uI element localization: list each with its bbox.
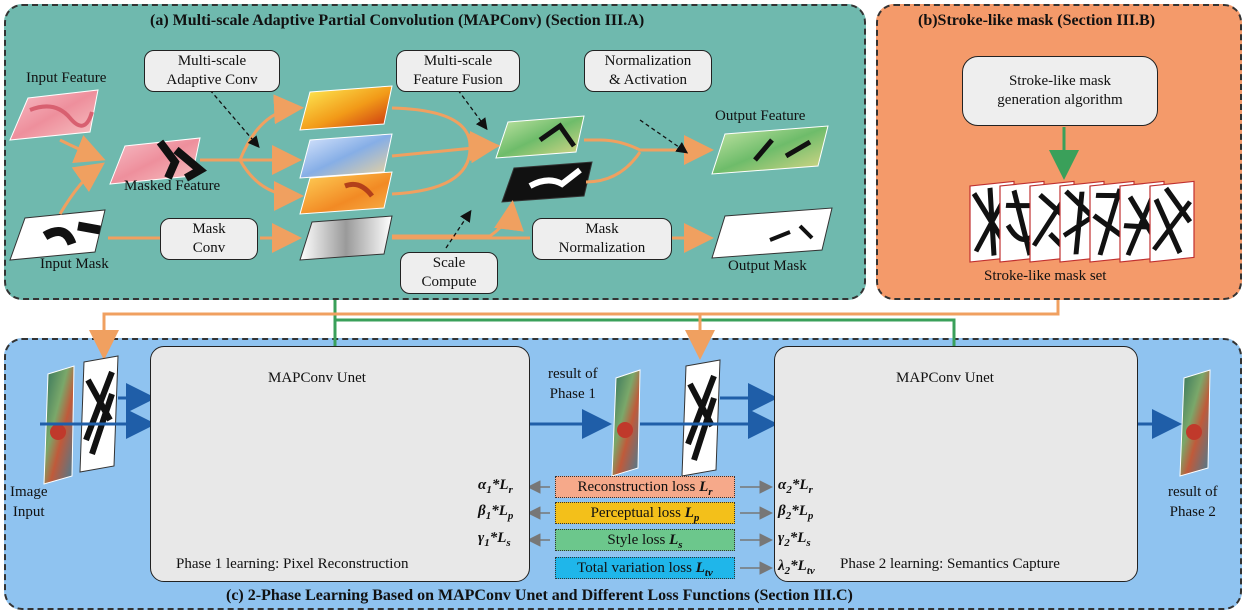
scale-compute-box: Scale Compute xyxy=(400,252,498,294)
panel-a-arrows xyxy=(58,94,714,253)
adaptive-conv-box: Multi-scale Adaptive Conv xyxy=(144,50,280,92)
masked-feature-label: Masked Feature xyxy=(124,178,221,194)
annotation-arrows xyxy=(209,89,689,249)
result-phase1-label: result of Phase 1 xyxy=(548,366,598,402)
unet1-label: MAPConv Unet xyxy=(268,370,366,386)
feature-fusion-box: Multi-scale Feature Fusion xyxy=(396,50,520,92)
generation-algorithm-box: Stroke-like mask generation algorithm xyxy=(962,56,1158,126)
stroke-mask-stack xyxy=(969,180,1195,263)
input-feature-label: Input Feature xyxy=(26,70,107,86)
phase1-mask xyxy=(79,355,119,473)
phase2-caption: Phase 2 learning: Semantics Capture xyxy=(840,556,1060,572)
phase1-loss-term: γ1*Ls xyxy=(478,530,511,549)
output-mask-map xyxy=(711,207,833,259)
result-phase2-photo xyxy=(1179,369,1211,477)
phase2-loss-term: λ2*Ltv xyxy=(778,558,815,577)
masked-feature-map xyxy=(109,137,207,185)
norm-activation-box: Normalization & Activation xyxy=(584,50,712,92)
image-input-label: Image Input xyxy=(10,484,48,520)
scale-map xyxy=(501,161,593,203)
output-feature-map xyxy=(711,125,829,175)
unet2-label: MAPConv Unet xyxy=(896,370,994,386)
panel-a-title: (a) Multi-scale Adaptive Partial Convolu… xyxy=(150,12,645,29)
input-mask-map xyxy=(9,209,106,261)
input-mask-label: Input Mask xyxy=(40,256,109,272)
stroke-mask-card xyxy=(1149,180,1195,263)
phase1-loss-term: α1*Lr xyxy=(478,477,513,496)
result-phase1-photo xyxy=(611,369,641,477)
phase2-mask xyxy=(681,359,721,477)
loss-box: Reconstruction loss Lr xyxy=(555,476,735,498)
output-feature-label: Output Feature xyxy=(715,108,806,124)
panel-c-title: (c) 2-Phase Learning Based on MAPConv Un… xyxy=(226,587,853,604)
panel-b-title: (b)Stroke-like mask (Section III.B) xyxy=(918,12,1156,29)
phase2-loss-term: α2*Lr xyxy=(778,477,813,496)
phase1-frame xyxy=(150,346,530,582)
phase2-frame xyxy=(774,346,1138,582)
mask-conv-map xyxy=(299,215,393,261)
result-phase2-label: result of Phase 2 xyxy=(1168,484,1218,520)
output-mask-label: Output Mask xyxy=(728,258,807,274)
phase2-loss-term: β2*Lp xyxy=(778,503,814,522)
loss-box: Perceptual loss Lp xyxy=(555,502,735,524)
adaptive-conv-map-3 xyxy=(299,171,393,215)
loss-box: Total variation loss Ltv xyxy=(555,557,735,579)
mask-conv-box: Mask Conv xyxy=(160,218,258,260)
phase2-loss-term: γ2*Ls xyxy=(778,530,811,549)
adaptive-conv-map-2 xyxy=(299,133,393,179)
phase1-loss-term: β1*Lp xyxy=(478,503,514,522)
input-feature-map xyxy=(9,89,99,141)
loss-arrows xyxy=(527,480,773,575)
phase1-caption: Phase 1 learning: Pixel Reconstruction xyxy=(176,556,409,572)
mask-normalization-box: Mask Normalization xyxy=(532,218,672,260)
fused-feature-map xyxy=(495,115,585,159)
mask-set-label: Stroke-like mask set xyxy=(984,268,1107,284)
loss-box: Style loss Ls xyxy=(555,529,735,551)
adaptive-conv-map-1 xyxy=(299,85,393,131)
